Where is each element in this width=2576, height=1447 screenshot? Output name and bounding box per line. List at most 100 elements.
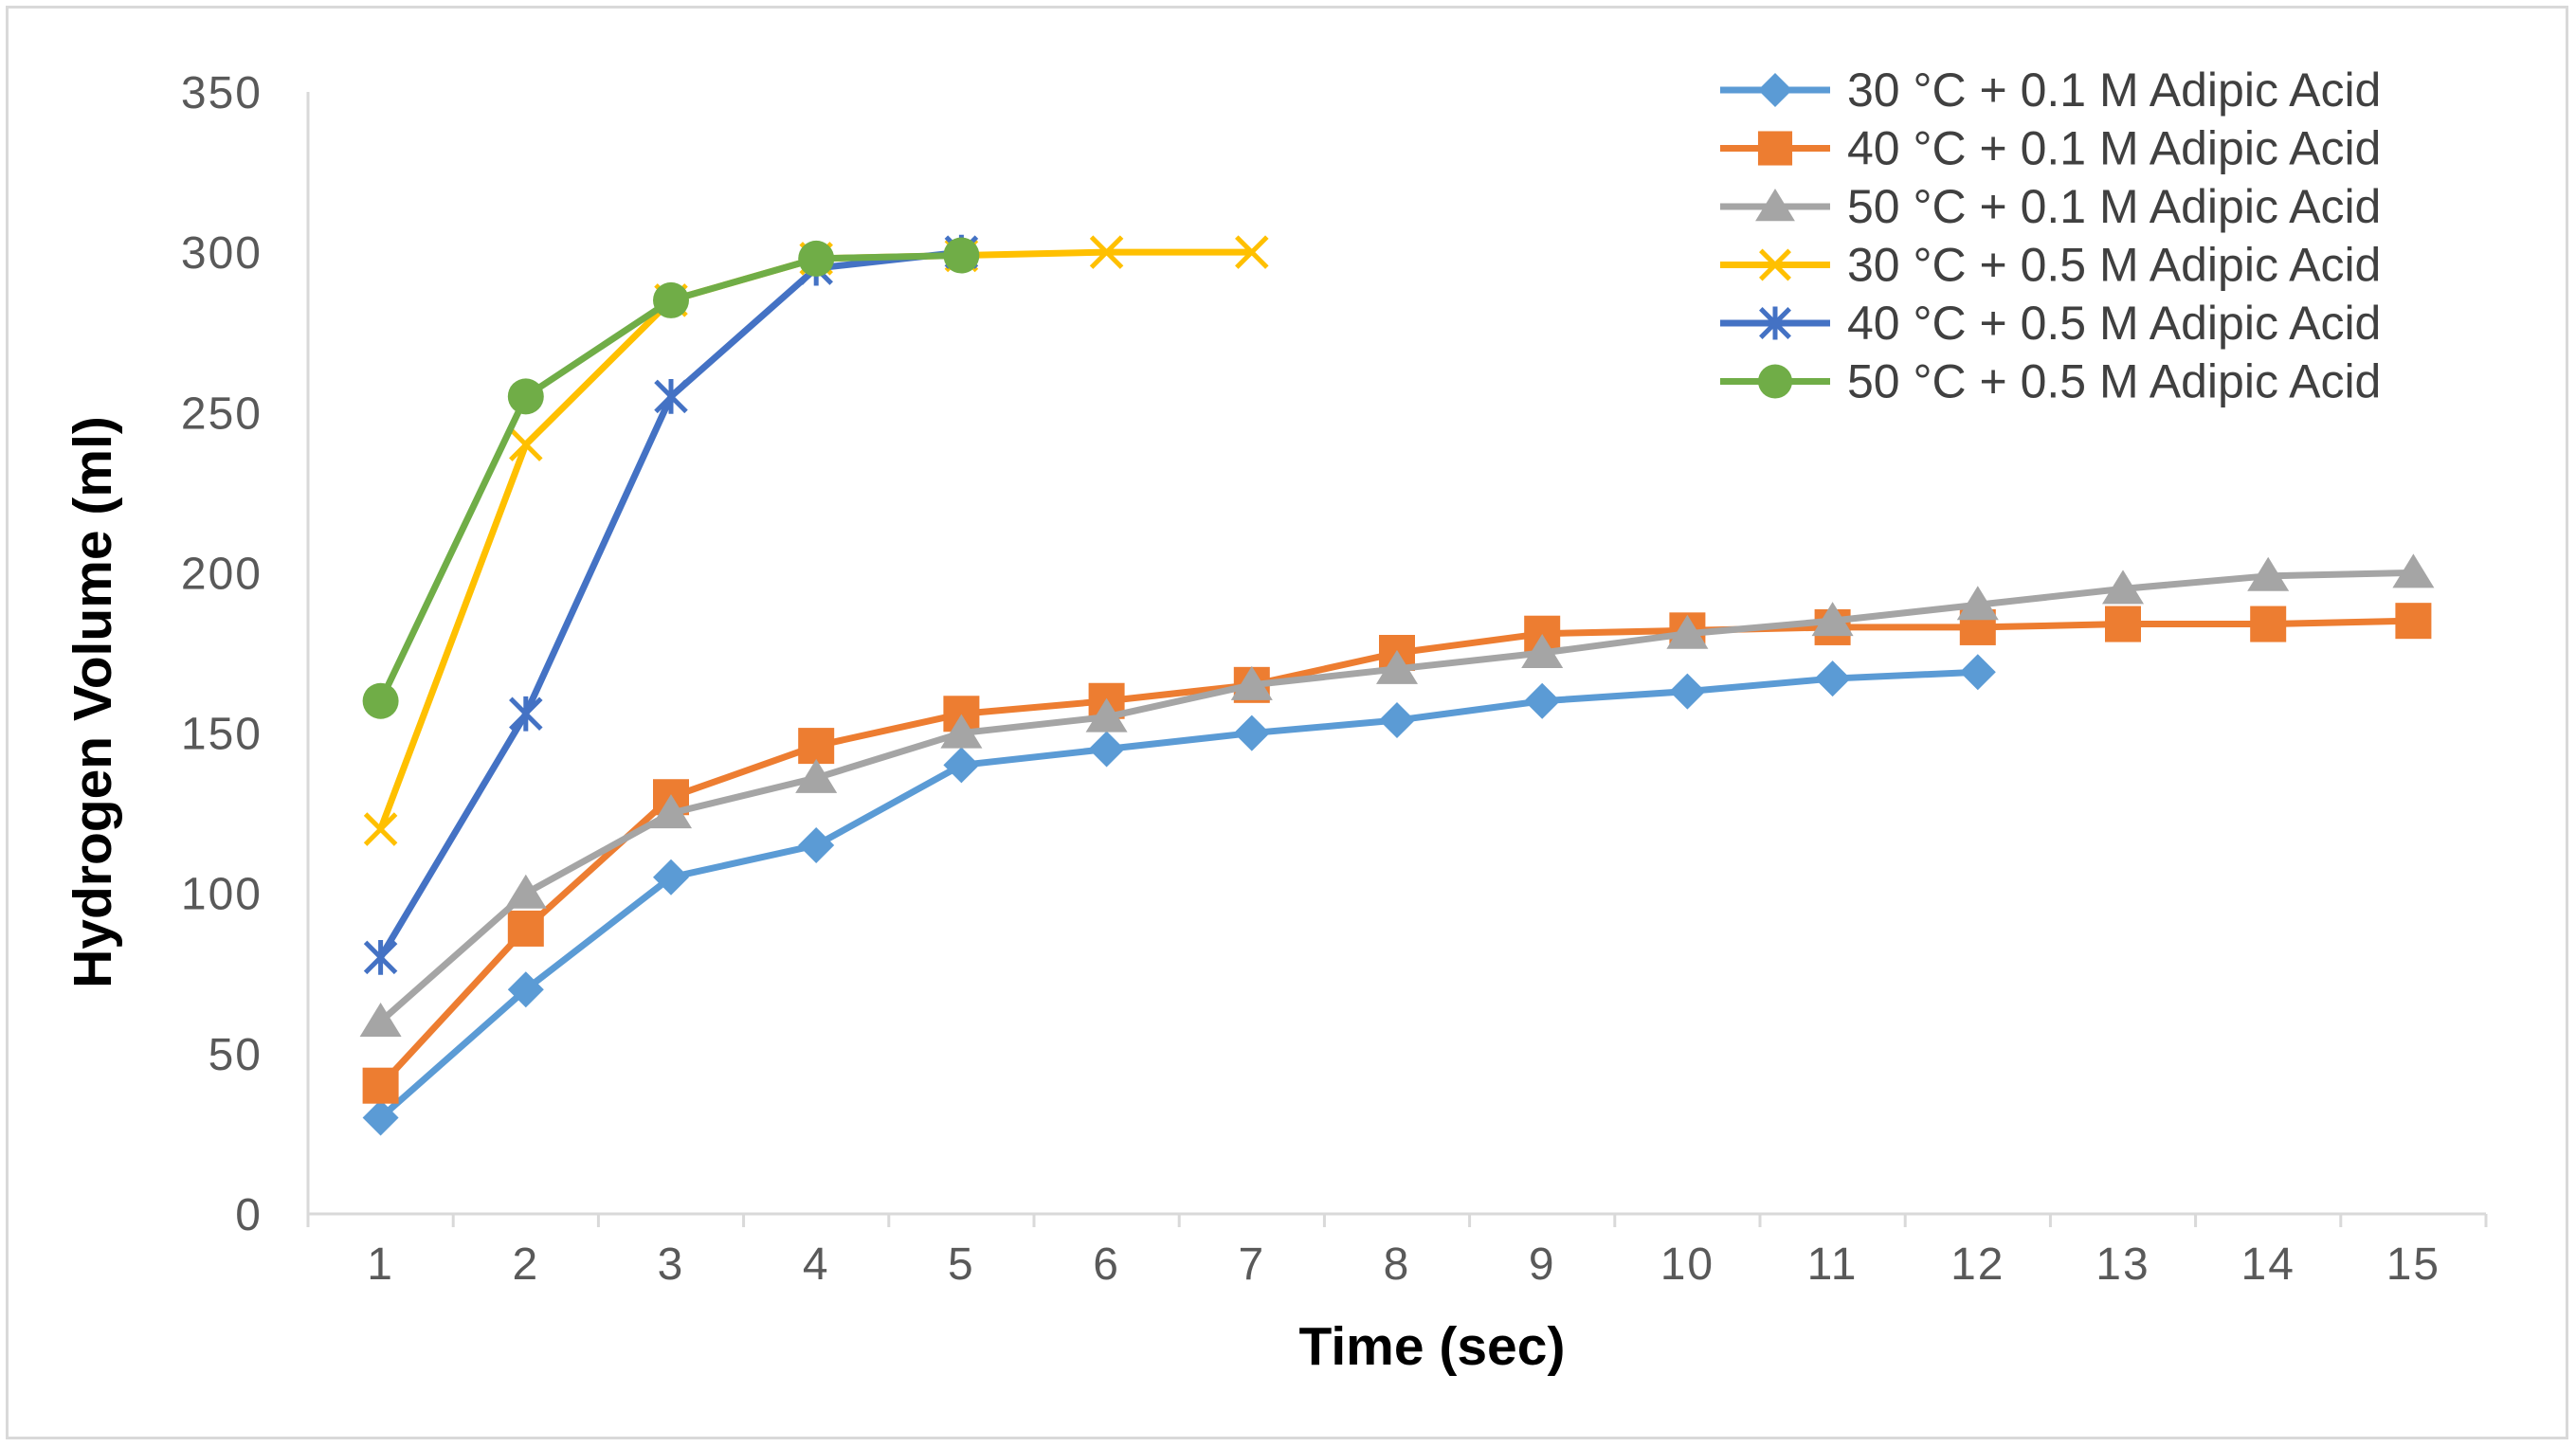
x-marker xyxy=(509,427,543,461)
triangle-marker xyxy=(1085,697,1128,733)
x-tick-label: 9 xyxy=(1529,1239,1556,1290)
circle-marker xyxy=(653,281,689,318)
y-tick-label: 350 xyxy=(181,68,263,118)
x-tick-label: 1 xyxy=(367,1239,394,1290)
series-line xyxy=(377,252,965,705)
y-tick-label: 300 xyxy=(181,228,263,279)
star-marker xyxy=(509,696,543,732)
x-tick-label: 10 xyxy=(1660,1239,1714,1290)
x-tick-label: 12 xyxy=(1950,1239,2005,1290)
diamond-marker xyxy=(507,971,544,1008)
x-marker xyxy=(363,812,398,846)
diamond-marker xyxy=(1524,682,1561,719)
y-tick-label: 250 xyxy=(181,389,263,439)
triangle-marker xyxy=(650,794,692,829)
circle-marker xyxy=(1757,364,1793,399)
y-tick-label: 200 xyxy=(181,549,263,599)
series-3 xyxy=(359,553,2435,1038)
legend-label: 50 °C + 0.1 M Adipic Acid xyxy=(1847,180,2381,233)
star-marker xyxy=(654,378,688,414)
series-group xyxy=(359,234,2435,1136)
x-marker xyxy=(1235,235,1269,269)
triangle-marker xyxy=(359,1003,402,1038)
legend-label: 30 °C + 0.1 M Adipic Acid xyxy=(1847,63,2381,117)
legend-item: 40 °C + 0.1 M Adipic Acid xyxy=(1720,122,2381,175)
legend-item: 30 °C + 0.5 M Adipic Acid xyxy=(1720,239,2381,292)
legend-item: 40 °C + 0.5 M Adipic Acid xyxy=(1720,297,2381,350)
triangle-marker xyxy=(1956,586,1999,621)
triangle-marker xyxy=(1376,649,1418,684)
triangle-marker xyxy=(1521,634,1564,668)
y-tick-label: 50 xyxy=(209,1030,263,1080)
diamond-marker xyxy=(1233,714,1270,751)
y-axis-title: Hydrogen Volume (ml) xyxy=(63,416,123,988)
y-tick-label: 0 xyxy=(235,1190,263,1240)
series-1 xyxy=(362,654,1996,1136)
y-tick-labels: 0 50 100 150 200 250 300 350 xyxy=(181,68,263,1240)
series-line xyxy=(377,668,1982,1122)
star-marker xyxy=(1759,306,1791,340)
diamond-marker xyxy=(653,859,689,895)
x-axis-title: Time (sec) xyxy=(1299,1316,1566,1377)
x-tick-label: 14 xyxy=(2241,1239,2295,1290)
x-tick-labels: 1 2 3 4 5 6 7 8 9 10 11 12 13 14 15 xyxy=(367,1239,2440,1290)
triangle-marker xyxy=(2392,553,2435,588)
x-tick-label: 13 xyxy=(2095,1239,2150,1290)
diamond-marker xyxy=(1757,72,1793,108)
square-marker xyxy=(798,728,835,765)
chart-frame: 0 50 100 150 200 250 300 350 1 2 3 4 5 6 7 8 9 10 11 12 13 1… xyxy=(6,6,2568,1439)
square-marker xyxy=(507,910,544,947)
triangle-marker xyxy=(1230,665,1273,700)
x-tick-label: 8 xyxy=(1384,1239,1411,1290)
x-tick-label: 2 xyxy=(512,1239,539,1290)
legend-item: 30 °C + 0.1 M Adipic Acid xyxy=(1720,63,2381,117)
legend-item: 50 °C + 0.5 M Adipic Acid xyxy=(1720,355,2381,408)
square-marker xyxy=(2395,603,2432,640)
circle-marker xyxy=(507,378,544,415)
triangle-marker xyxy=(2102,570,2144,605)
circle-marker xyxy=(943,237,980,274)
x-tick-label: 5 xyxy=(948,1239,975,1290)
diamond-marker xyxy=(1814,660,1851,697)
triangle-marker xyxy=(2247,556,2290,591)
circle-marker xyxy=(362,682,399,719)
axes xyxy=(306,92,2488,1227)
square-marker xyxy=(1757,131,1793,166)
diamond-marker xyxy=(362,1099,399,1136)
triangle-marker xyxy=(1811,602,1854,637)
diamond-marker xyxy=(1379,702,1415,739)
triangle-marker xyxy=(940,714,983,749)
legend-label: 30 °C + 0.5 M Adipic Acid xyxy=(1847,239,2381,292)
x-tick-label: 7 xyxy=(1238,1239,1265,1290)
square-marker xyxy=(2250,606,2287,642)
legend-item: 50 °C + 0.1 M Adipic Acid xyxy=(1720,180,2381,233)
legend-label: 40 °C + 0.1 M Adipic Acid xyxy=(1847,122,2381,175)
x-tick-label: 6 xyxy=(1093,1239,1120,1290)
legend-label: 40 °C + 0.5 M Adipic Acid xyxy=(1847,297,2381,350)
star-marker xyxy=(363,939,398,975)
series-line xyxy=(377,617,2417,1090)
diamond-marker xyxy=(1959,654,1996,691)
series-6 xyxy=(362,237,980,719)
x-tick-label: 11 xyxy=(1807,1239,1859,1290)
diamond-marker xyxy=(1669,673,1706,710)
circle-marker xyxy=(798,240,835,277)
x-marker xyxy=(1089,235,1124,269)
x-tick-label: 4 xyxy=(803,1239,830,1290)
y-tick-label: 150 xyxy=(181,710,263,760)
triangle-marker xyxy=(504,874,547,909)
triangle-marker xyxy=(795,758,838,793)
x-tick-label: 15 xyxy=(2386,1239,2440,1290)
diamond-marker xyxy=(943,747,980,784)
square-marker xyxy=(2105,606,2141,642)
diamond-marker xyxy=(1088,731,1125,768)
triangle-marker xyxy=(1755,189,1795,222)
triangle-marker xyxy=(1666,614,1709,649)
diamond-marker xyxy=(798,826,835,863)
legend-label: 50 °C + 0.5 M Adipic Acid xyxy=(1847,355,2381,408)
square-marker xyxy=(362,1067,399,1104)
x-tick-label: 3 xyxy=(658,1239,685,1290)
x-marker xyxy=(1759,248,1791,281)
